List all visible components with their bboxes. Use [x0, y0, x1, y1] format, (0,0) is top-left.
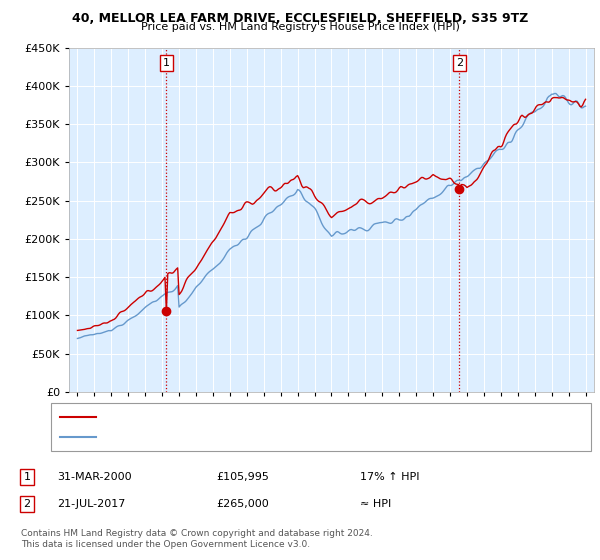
Text: 31-MAR-2000: 31-MAR-2000: [57, 472, 131, 482]
Text: 1: 1: [163, 58, 170, 68]
Text: HPI: Average price, detached house, Sheffield: HPI: Average price, detached house, Shef…: [102, 432, 341, 442]
Text: 17% ↑ HPI: 17% ↑ HPI: [360, 472, 419, 482]
Text: 40, MELLOR LEA FARM DRIVE, ECCLESFIELD, SHEFFIELD, S35 9TZ (detached house): 40, MELLOR LEA FARM DRIVE, ECCLESFIELD, …: [102, 412, 536, 422]
Text: 1: 1: [23, 472, 31, 482]
Text: Contains HM Land Registry data © Crown copyright and database right 2024.
This d: Contains HM Land Registry data © Crown c…: [21, 529, 373, 549]
Text: £105,995: £105,995: [216, 472, 269, 482]
Text: 21-JUL-2017: 21-JUL-2017: [57, 499, 125, 509]
Text: 2: 2: [23, 499, 31, 509]
Text: 2: 2: [456, 58, 463, 68]
Text: £265,000: £265,000: [216, 499, 269, 509]
Text: ≈ HPI: ≈ HPI: [360, 499, 391, 509]
Text: Price paid vs. HM Land Registry's House Price Index (HPI): Price paid vs. HM Land Registry's House …: [140, 22, 460, 32]
Text: 40, MELLOR LEA FARM DRIVE, ECCLESFIELD, SHEFFIELD, S35 9TZ: 40, MELLOR LEA FARM DRIVE, ECCLESFIELD, …: [72, 12, 528, 25]
